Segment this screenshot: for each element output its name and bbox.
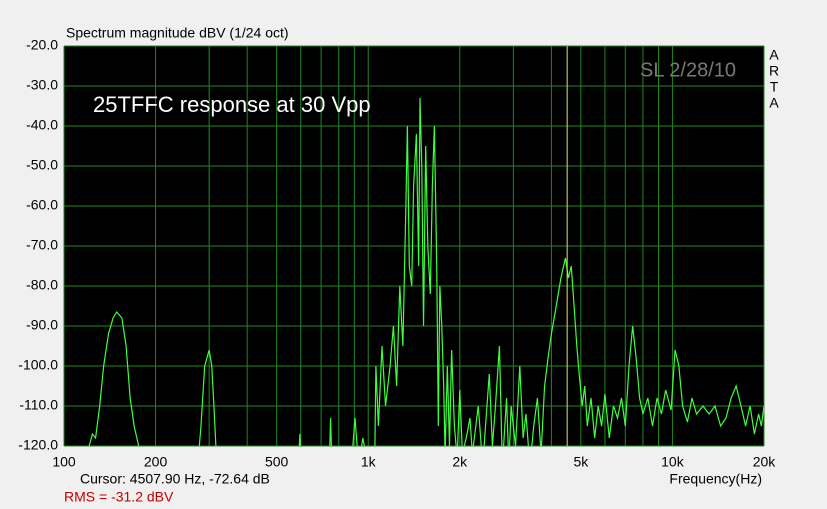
y-tick-label: -20.0 bbox=[26, 37, 58, 53]
x-tick-label: 2k bbox=[452, 454, 468, 470]
x-tick-label: 20k bbox=[753, 454, 777, 470]
annotation: 25TFFC response at 30 Vpp bbox=[93, 92, 371, 117]
y-tick-label: -40.0 bbox=[26, 117, 58, 133]
brand-letter: T bbox=[770, 79, 779, 95]
brand-letter: A bbox=[769, 47, 779, 63]
y-tick-label: -120.0 bbox=[18, 437, 58, 453]
y-tick-label: -70.0 bbox=[26, 237, 58, 253]
spectrum-line bbox=[88, 97, 764, 446]
rms-readout: RMS = -31.2 dBV bbox=[64, 489, 174, 505]
y-tick-label: -110.0 bbox=[19, 397, 58, 413]
x-tick-label: 500 bbox=[265, 454, 289, 470]
y-tick-label: -30.0 bbox=[26, 77, 58, 93]
brand-letter: A bbox=[769, 95, 779, 111]
x-axis-label: Frequency(Hz) bbox=[669, 471, 762, 487]
y-tick-label: -60.0 bbox=[26, 197, 58, 213]
y-tick-label: -80.0 bbox=[26, 277, 58, 293]
x-tick-label: 200 bbox=[144, 454, 168, 470]
y-tick-label: -100.0 bbox=[18, 357, 58, 373]
brand-letter: R bbox=[769, 63, 779, 79]
signature: SL 2/28/10 bbox=[640, 59, 736, 81]
y-tick-label: -50.0 bbox=[26, 157, 58, 173]
chart-title: Spectrum magnitude dBV (1/24 oct) bbox=[66, 25, 289, 41]
x-tick-label: 1k bbox=[361, 454, 377, 470]
cursor-readout: Cursor: 4507.90 Hz, -72.64 dB bbox=[80, 471, 270, 487]
y-tick-label: -90.0 bbox=[26, 317, 58, 333]
x-tick-label: 100 bbox=[52, 454, 76, 470]
x-tick-label: 5k bbox=[573, 454, 589, 470]
x-tick-label: 10k bbox=[661, 454, 685, 470]
